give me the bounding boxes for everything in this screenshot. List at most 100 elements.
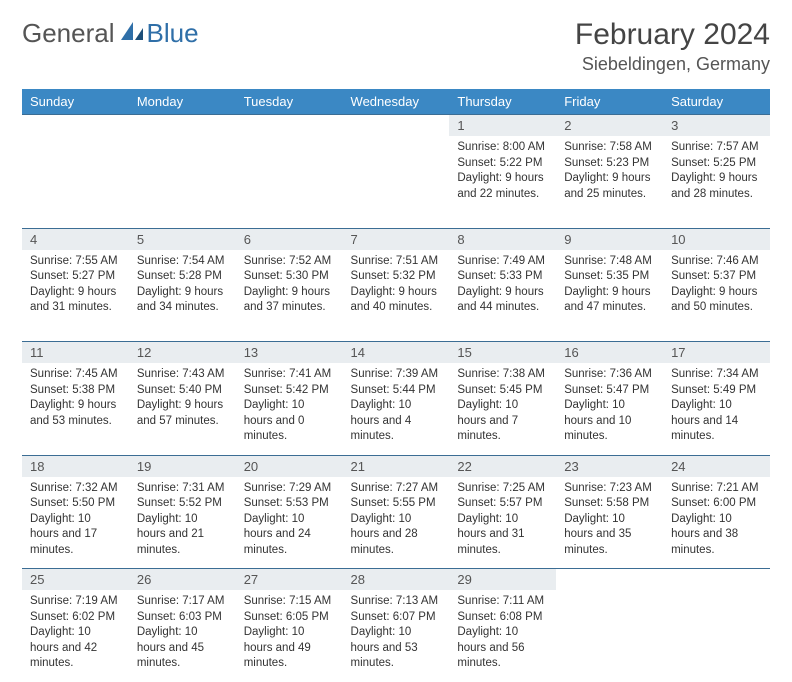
day-cell: Sunrise: 7:52 AMSunset: 5:30 PMDaylight:… xyxy=(236,250,343,342)
day-number xyxy=(663,569,770,590)
weekday-header: Monday xyxy=(129,89,236,115)
day-number xyxy=(343,115,450,136)
day-number: 8 xyxy=(449,229,556,250)
calendar-table: SundayMondayTuesdayWednesdayThursdayFrid… xyxy=(22,89,770,682)
day-number-cell: 17 xyxy=(663,342,770,364)
day-details: Sunrise: 7:41 AMSunset: 5:42 PMDaylight:… xyxy=(236,363,343,453)
day-cell: Sunrise: 7:31 AMSunset: 5:52 PMDaylight:… xyxy=(129,477,236,569)
weekday-header: Thursday xyxy=(449,89,556,115)
day-cell: Sunrise: 7:51 AMSunset: 5:32 PMDaylight:… xyxy=(343,250,450,342)
day-cell xyxy=(556,590,663,682)
day-cell: Sunrise: 7:32 AMSunset: 5:50 PMDaylight:… xyxy=(22,477,129,569)
day-cell: Sunrise: 7:29 AMSunset: 5:53 PMDaylight:… xyxy=(236,477,343,569)
day-number-cell xyxy=(129,115,236,137)
logo-text-1: General xyxy=(22,18,115,49)
day-cell: Sunrise: 7:19 AMSunset: 6:02 PMDaylight:… xyxy=(22,590,129,682)
day-number-cell: 11 xyxy=(22,342,129,364)
logo: General Blue xyxy=(22,18,199,49)
day-cell: Sunrise: 7:46 AMSunset: 5:37 PMDaylight:… xyxy=(663,250,770,342)
content-row: Sunrise: 7:45 AMSunset: 5:38 PMDaylight:… xyxy=(22,363,770,455)
day-number-cell xyxy=(22,115,129,137)
day-number-cell: 20 xyxy=(236,455,343,477)
day-number: 1 xyxy=(449,115,556,136)
day-cell: Sunrise: 7:21 AMSunset: 6:00 PMDaylight:… xyxy=(663,477,770,569)
day-number: 18 xyxy=(22,456,129,477)
daynum-row: 18192021222324 xyxy=(22,455,770,477)
weekday-header: Friday xyxy=(556,89,663,115)
page-title: February 2024 xyxy=(575,18,770,52)
day-details: Sunrise: 8:00 AMSunset: 5:22 PMDaylight:… xyxy=(449,136,556,210)
day-number-cell: 1 xyxy=(449,115,556,137)
day-number: 19 xyxy=(129,456,236,477)
day-number-cell xyxy=(236,115,343,137)
day-details: Sunrise: 7:43 AMSunset: 5:40 PMDaylight:… xyxy=(129,363,236,437)
day-cell: Sunrise: 7:48 AMSunset: 5:35 PMDaylight:… xyxy=(556,250,663,342)
day-details: Sunrise: 7:51 AMSunset: 5:32 PMDaylight:… xyxy=(343,250,450,324)
day-details: Sunrise: 7:52 AMSunset: 5:30 PMDaylight:… xyxy=(236,250,343,324)
content-row: Sunrise: 7:19 AMSunset: 6:02 PMDaylight:… xyxy=(22,590,770,682)
weekday-header: Sunday xyxy=(22,89,129,115)
location: Siebeldingen, Germany xyxy=(575,54,770,75)
day-number: 16 xyxy=(556,342,663,363)
day-number: 9 xyxy=(556,229,663,250)
day-details: Sunrise: 7:49 AMSunset: 5:33 PMDaylight:… xyxy=(449,250,556,324)
day-details: Sunrise: 7:17 AMSunset: 6:03 PMDaylight:… xyxy=(129,590,236,680)
day-number-cell xyxy=(556,569,663,591)
day-number-cell: 5 xyxy=(129,228,236,250)
day-number-cell: 2 xyxy=(556,115,663,137)
day-number: 20 xyxy=(236,456,343,477)
day-details: Sunrise: 7:27 AMSunset: 5:55 PMDaylight:… xyxy=(343,477,450,567)
day-number-cell: 13 xyxy=(236,342,343,364)
day-details: Sunrise: 7:45 AMSunset: 5:38 PMDaylight:… xyxy=(22,363,129,437)
day-details: Sunrise: 7:31 AMSunset: 5:52 PMDaylight:… xyxy=(129,477,236,567)
day-number-cell xyxy=(343,115,450,137)
day-number-cell: 25 xyxy=(22,569,129,591)
day-number: 11 xyxy=(22,342,129,363)
logo-text-2: Blue xyxy=(147,18,199,49)
day-number-cell: 23 xyxy=(556,455,663,477)
day-number-cell: 3 xyxy=(663,115,770,137)
day-number: 27 xyxy=(236,569,343,590)
day-cell: Sunrise: 7:23 AMSunset: 5:58 PMDaylight:… xyxy=(556,477,663,569)
day-number: 29 xyxy=(449,569,556,590)
day-number-cell: 4 xyxy=(22,228,129,250)
day-cell: Sunrise: 7:25 AMSunset: 5:57 PMDaylight:… xyxy=(449,477,556,569)
header: General Blue February 2024 Siebeldingen,… xyxy=(22,18,770,75)
day-number-cell: 10 xyxy=(663,228,770,250)
day-number-cell: 24 xyxy=(663,455,770,477)
day-number: 23 xyxy=(556,456,663,477)
day-number xyxy=(129,115,236,136)
day-number xyxy=(236,115,343,136)
content-row: Sunrise: 7:55 AMSunset: 5:27 PMDaylight:… xyxy=(22,250,770,342)
day-number: 3 xyxy=(663,115,770,136)
day-number: 17 xyxy=(663,342,770,363)
day-number: 13 xyxy=(236,342,343,363)
day-cell xyxy=(236,136,343,228)
day-number: 5 xyxy=(129,229,236,250)
day-number: 22 xyxy=(449,456,556,477)
daynum-row: 11121314151617 xyxy=(22,342,770,364)
daynum-row: 2526272829 xyxy=(22,569,770,591)
day-details: Sunrise: 7:11 AMSunset: 6:08 PMDaylight:… xyxy=(449,590,556,680)
day-details: Sunrise: 7:55 AMSunset: 5:27 PMDaylight:… xyxy=(22,250,129,324)
day-details: Sunrise: 7:54 AMSunset: 5:28 PMDaylight:… xyxy=(129,250,236,324)
day-cell xyxy=(663,590,770,682)
day-number-cell: 8 xyxy=(449,228,556,250)
day-details: Sunrise: 7:21 AMSunset: 6:00 PMDaylight:… xyxy=(663,477,770,567)
daynum-row: 45678910 xyxy=(22,228,770,250)
title-block: February 2024 Siebeldingen, Germany xyxy=(575,18,770,75)
day-number: 24 xyxy=(663,456,770,477)
day-number: 28 xyxy=(343,569,450,590)
day-details: Sunrise: 7:15 AMSunset: 6:05 PMDaylight:… xyxy=(236,590,343,680)
day-cell: Sunrise: 7:41 AMSunset: 5:42 PMDaylight:… xyxy=(236,363,343,455)
day-details: Sunrise: 7:23 AMSunset: 5:58 PMDaylight:… xyxy=(556,477,663,567)
day-number-cell: 9 xyxy=(556,228,663,250)
day-number-cell: 29 xyxy=(449,569,556,591)
day-number xyxy=(556,569,663,590)
day-cell: Sunrise: 7:43 AMSunset: 5:40 PMDaylight:… xyxy=(129,363,236,455)
day-cell: Sunrise: 7:57 AMSunset: 5:25 PMDaylight:… xyxy=(663,136,770,228)
day-number-cell: 12 xyxy=(129,342,236,364)
sail-icon xyxy=(119,18,145,49)
day-details: Sunrise: 7:32 AMSunset: 5:50 PMDaylight:… xyxy=(22,477,129,567)
day-number xyxy=(22,115,129,136)
